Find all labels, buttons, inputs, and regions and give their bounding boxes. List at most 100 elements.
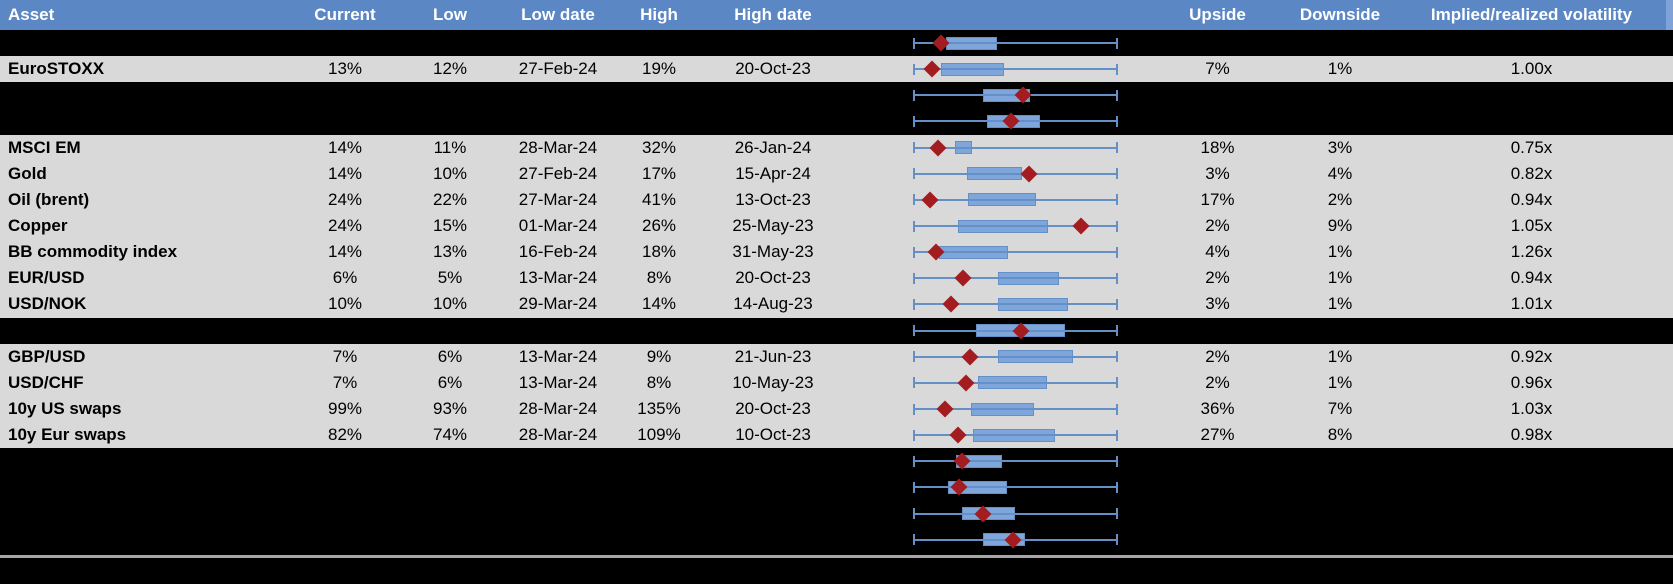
header-end-strip <box>1666 0 1673 30</box>
table-row: USD/CHF 7% 6% 13-Mar-24 8% 10-May-23 2% … <box>0 369 1673 396</box>
whisker-line <box>913 277 1118 280</box>
table-row <box>0 30 1673 57</box>
low-date-value: 13-Mar-24 <box>518 346 598 366</box>
boxplot <box>913 239 1118 265</box>
boxplot <box>913 448 1118 474</box>
low-value: 11% <box>433 137 467 157</box>
low-date-value: 28-Mar-24 <box>518 425 598 445</box>
boxplot-cell <box>844 422 1145 448</box>
downside-value: 9% <box>1327 216 1353 236</box>
current-value: 7% <box>332 346 358 366</box>
whisker-cap-right <box>1116 142 1118 154</box>
boxplot-cell <box>844 501 1145 527</box>
downside-value: 8% <box>1327 425 1353 445</box>
implied-realized-vol-value: 0.94x <box>1510 268 1553 288</box>
whisker-cap-left <box>913 89 915 101</box>
table-row <box>0 474 1673 501</box>
whisker-cap-left <box>913 481 915 493</box>
high-value: 14% <box>641 294 677 314</box>
implied-realized-vol-value: 1.01x <box>1510 294 1553 314</box>
high-value: 8% <box>646 268 672 288</box>
upside-value: 3% <box>1205 294 1230 314</box>
high-date-value: 21-Jun-23 <box>734 346 812 366</box>
whisker-line <box>913 303 1118 306</box>
low-value: 6% <box>437 372 463 392</box>
current-marker-diamond <box>957 374 975 392</box>
asset-name: USD/NOK <box>8 294 87 314</box>
high-date-value: 13-Oct-23 <box>735 189 811 209</box>
current-value: 10% <box>327 294 363 314</box>
high-date-value: 20-Oct-23 <box>735 59 811 79</box>
upside-value: 17% <box>1200 189 1235 209</box>
whisker-line <box>913 460 1118 463</box>
header-high: High <box>640 5 678 24</box>
implied-realized-vol-value: 1.26x <box>1510 242 1553 262</box>
high-value: 135% <box>637 399 681 419</box>
downside-value: 1% <box>1327 242 1353 262</box>
table-row: 10y Eur swaps 82% 74% 28-Mar-24 109% 10-… <box>0 422 1673 449</box>
low-value: 93% <box>432 399 468 419</box>
asset-name: Copper <box>8 216 68 236</box>
current-marker-diamond <box>923 60 941 78</box>
whisker-cap-left <box>913 325 915 337</box>
high-value: 26% <box>641 216 677 236</box>
whisker-cap-right <box>1116 377 1118 389</box>
header-asset: Asset <box>8 5 55 24</box>
upside-value: 7% <box>1205 59 1230 79</box>
boxplot <box>913 291 1118 317</box>
boxplot <box>913 344 1118 370</box>
implied-realized-vol-value: 0.75x <box>1510 137 1553 157</box>
whisker-cap-right <box>1116 246 1118 258</box>
upside-value: 3% <box>1205 163 1230 183</box>
upside-value: 2% <box>1205 372 1230 392</box>
current-value: 14% <box>327 163 363 183</box>
implied-realized-vol-value: 0.98x <box>1510 425 1553 445</box>
current-value: 14% <box>327 137 363 157</box>
implied-realized-vol-value: 0.92x <box>1510 346 1553 366</box>
whisker-line <box>913 486 1118 489</box>
low-date-value: 28-Mar-24 <box>518 137 598 157</box>
low-date-value: 13-Mar-24 <box>518 372 598 392</box>
high-value: 18% <box>641 242 677 262</box>
upside-value: 4% <box>1205 242 1230 262</box>
whisker-cap-right <box>1116 534 1118 546</box>
boxplot-cell <box>844 474 1145 500</box>
downside-value: 1% <box>1327 372 1353 392</box>
high-date-value: 31-May-23 <box>732 242 814 262</box>
asset-name: 10y Eur swaps <box>8 425 127 445</box>
current-value: 14% <box>327 242 363 262</box>
whisker-cap-right <box>1116 351 1118 363</box>
boxplot-cell <box>844 213 1145 239</box>
header-implied-realized-volatility: Implied/realized volatility <box>1430 5 1633 24</box>
downside-value: 1% <box>1327 59 1353 79</box>
whisker-cap-left <box>913 37 915 49</box>
whisker-cap-right <box>1116 63 1118 75</box>
implied-realized-vol-value: 0.82x <box>1510 163 1553 183</box>
boxplot-cell <box>844 161 1145 187</box>
whisker-cap-right <box>1116 37 1118 49</box>
whisker-cap-right <box>1116 325 1118 337</box>
high-date-value: 14-Aug-23 <box>733 294 813 314</box>
boxplot <box>913 501 1118 527</box>
boxplot <box>913 82 1118 108</box>
low-value: 12% <box>432 59 468 79</box>
table-row <box>0 108 1673 135</box>
low-value: 6% <box>437 346 463 366</box>
whisker-cap-right <box>1116 220 1118 232</box>
boxplot <box>913 135 1118 161</box>
current-marker-diamond <box>954 269 972 287</box>
whisker-cap-right <box>1116 508 1118 520</box>
whisker-cap-left <box>913 272 915 284</box>
boxplot <box>913 265 1118 291</box>
low-date-value: 01-Mar-24 <box>518 216 598 236</box>
asset-name: Gold <box>8 163 47 183</box>
current-value: 13% <box>327 59 363 79</box>
upside-value: 2% <box>1205 346 1230 366</box>
implied-realized-vol-value: 1.05x <box>1510 216 1553 236</box>
table-row: GBP/USD 7% 6% 13-Mar-24 9% 21-Jun-23 2% … <box>0 343 1673 370</box>
high-value: 41% <box>641 189 677 209</box>
current-marker-diamond <box>961 348 979 366</box>
whisker-cap-left <box>913 115 915 127</box>
downside-value: 1% <box>1327 268 1353 288</box>
whisker-cap-left <box>913 220 915 232</box>
